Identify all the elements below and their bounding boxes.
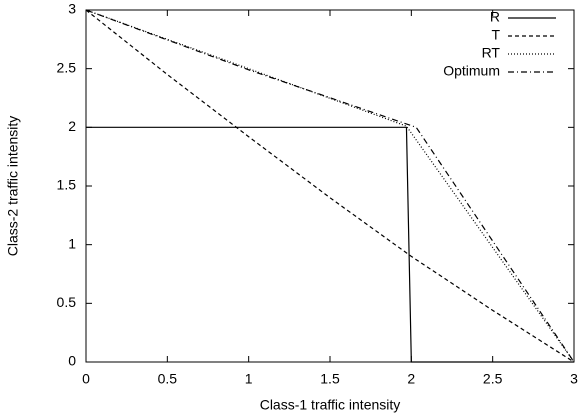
y-tick-label: 2.5 (57, 59, 77, 75)
plot-frame (85, 9, 575, 363)
y-tick-label: 1 (68, 235, 76, 251)
y-axis-label: Class-2 traffic intensity (5, 116, 21, 257)
y-tick-label: 1.5 (57, 177, 77, 193)
x-tick-label: 0 (82, 371, 90, 387)
legend-label: T (491, 27, 500, 43)
y-tick-label: 0.5 (57, 294, 77, 310)
x-tick-label: 1.5 (320, 371, 340, 387)
y-tick-label: 3 (68, 1, 76, 17)
legend-label: R (490, 9, 500, 25)
x-tick-label: 2 (407, 371, 415, 387)
series-line (85, 9, 575, 363)
y-tick-label: 2 (68, 118, 76, 134)
series-line (85, 9, 575, 363)
legend-label: RT (482, 45, 501, 61)
legend-label: Optimum (443, 63, 500, 79)
x-tick-label: 1 (245, 371, 253, 387)
y-tick-label: 0 (68, 353, 76, 369)
x-tick-label: 3 (570, 371, 578, 387)
x-tick-label: 2.5 (483, 371, 503, 387)
series-line (86, 126, 574, 363)
x-tick-label: 0.5 (158, 371, 178, 387)
series-line (85, 9, 575, 363)
x-axis-label: Class-1 traffic intensity (260, 397, 401, 413)
